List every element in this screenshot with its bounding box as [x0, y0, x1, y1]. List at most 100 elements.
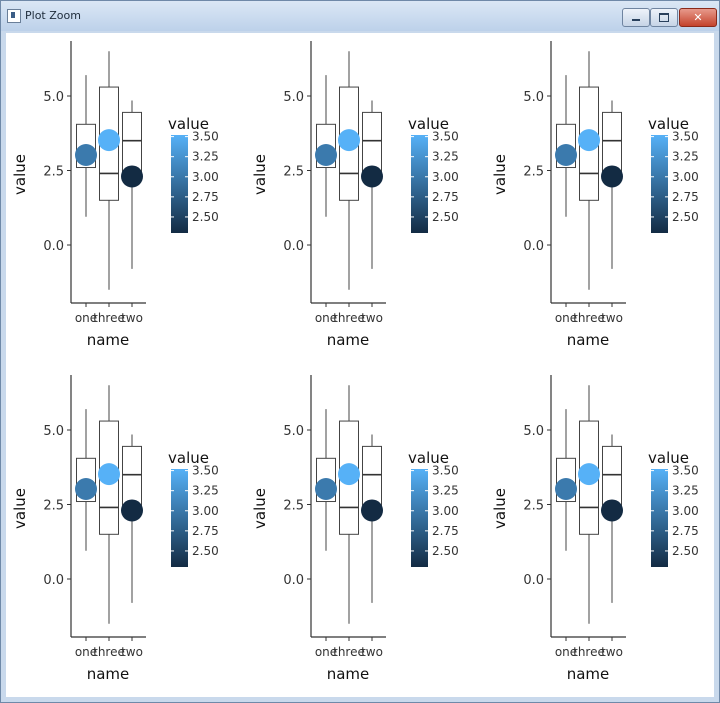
point-two — [361, 499, 383, 522]
legend-label: 2.75 — [672, 190, 699, 204]
x-tick-label-three: three — [333, 311, 365, 325]
plot-area: 0.0 2.5 5.0 value one three two name value 2.50 2.… — [6, 33, 714, 697]
point-one — [555, 144, 577, 167]
x-tick-label-two: two — [601, 311, 623, 325]
legend-label: 3.25 — [192, 150, 219, 164]
legend-colorbar — [171, 135, 188, 233]
legend-label: 3.25 — [672, 150, 699, 164]
x-tick-label-one: one — [75, 311, 97, 325]
point-three — [578, 463, 600, 486]
box-three — [579, 51, 599, 290]
legend-label: 3.50 — [192, 464, 219, 478]
point-one — [75, 478, 97, 501]
legend-colorbar — [411, 469, 428, 567]
minimize-button[interactable] — [622, 8, 650, 27]
legend-label: 3.00 — [672, 170, 699, 184]
point-two — [361, 165, 383, 188]
y-axis-label: value — [491, 154, 509, 195]
point-one — [315, 144, 337, 167]
legend-title: value — [168, 449, 209, 467]
legend-label: 2.50 — [192, 544, 219, 558]
legend-label: 3.25 — [672, 484, 699, 498]
legend-colorbar — [411, 135, 428, 233]
point-two — [121, 499, 143, 522]
x-tick-label-three: three — [333, 645, 365, 659]
close-button[interactable]: ✕ — [679, 8, 717, 27]
x-tick-label-three: three — [93, 311, 125, 325]
legend-title: value — [408, 449, 449, 467]
legend-label: 3.00 — [432, 170, 459, 184]
box-iqr — [602, 111, 622, 174]
app-icon[interactable] — [7, 9, 21, 23]
y-axis-label: value — [251, 154, 269, 195]
y-tick-label: 2.5 — [283, 499, 304, 514]
legend-label: 3.25 — [432, 150, 459, 164]
x-tick-label-one: one — [555, 645, 577, 659]
legend-title: value — [408, 115, 449, 133]
point-two — [601, 499, 623, 522]
box-iqr — [602, 445, 622, 508]
point-three — [338, 463, 360, 486]
color-legend: value 2.50 2.75 3.00 3.25 3.50 — [648, 449, 699, 567]
x-axis-label: name — [327, 331, 370, 349]
y-tick-label: 5.0 — [283, 90, 304, 105]
legend-label: 3.50 — [672, 464, 699, 478]
legend-title: value — [168, 115, 209, 133]
x-tick-label-two: two — [601, 645, 623, 659]
x-axis-label: name — [567, 665, 610, 683]
legend-label: 2.75 — [672, 524, 699, 538]
y-tick-label: 5.0 — [43, 90, 64, 105]
y-tick-label: 0.0 — [43, 573, 64, 588]
maximize-button[interactable] — [650, 8, 678, 27]
box-iqr — [362, 445, 382, 508]
color-legend: value 2.50 2.75 3.00 3.25 3.50 — [168, 449, 219, 567]
box-iqr — [122, 111, 142, 174]
y-tick-label: 0.0 — [523, 573, 544, 588]
point-three — [98, 129, 120, 152]
legend-label: 2.75 — [432, 190, 459, 204]
legend-label: 3.00 — [432, 504, 459, 518]
title-bar[interactable]: Plot Zoom ✕ — [1, 1, 719, 31]
box-three — [339, 51, 359, 290]
x-tick-label-three: three — [573, 645, 605, 659]
y-tick-label: 2.5 — [283, 165, 304, 180]
point-three — [338, 129, 360, 152]
box-two — [602, 100, 622, 269]
legend-title: value — [648, 449, 689, 467]
x-tick-label-two: two — [121, 311, 143, 325]
box-three — [339, 385, 359, 624]
y-tick-label: 5.0 — [523, 424, 544, 439]
legend-label: 3.50 — [432, 130, 459, 144]
legend-label: 2.50 — [192, 210, 219, 224]
y-tick-label: 0.0 — [43, 239, 64, 254]
y-tick-label: 2.5 — [523, 499, 544, 514]
x-tick-label-three: three — [93, 645, 125, 659]
x-axis-label: name — [327, 665, 370, 683]
y-axis-label: value — [11, 488, 29, 529]
maximize-icon — [659, 13, 669, 22]
box-iqr — [122, 445, 142, 508]
box-three — [99, 51, 119, 290]
legend-colorbar — [651, 469, 668, 567]
legend-label: 2.75 — [192, 190, 219, 204]
point-two — [601, 165, 623, 188]
x-axis-label: name — [87, 331, 130, 349]
window-title: Plot Zoom — [25, 9, 81, 22]
x-tick-label-two: two — [361, 311, 383, 325]
color-legend: value 2.50 2.75 3.00 3.25 3.50 — [408, 115, 459, 233]
box-two — [602, 434, 622, 603]
y-tick-label: 5.0 — [43, 424, 64, 439]
x-axis-label: name — [87, 665, 130, 683]
y-tick-label: 0.0 — [283, 239, 304, 254]
point-one — [315, 478, 337, 501]
point-one — [75, 144, 97, 167]
box-two — [122, 434, 142, 603]
x-tick-label-three: three — [573, 311, 605, 325]
color-legend: value 2.50 2.75 3.00 3.25 3.50 — [648, 115, 699, 233]
y-tick-label: 2.5 — [43, 499, 64, 514]
legend-label: 3.00 — [672, 504, 699, 518]
